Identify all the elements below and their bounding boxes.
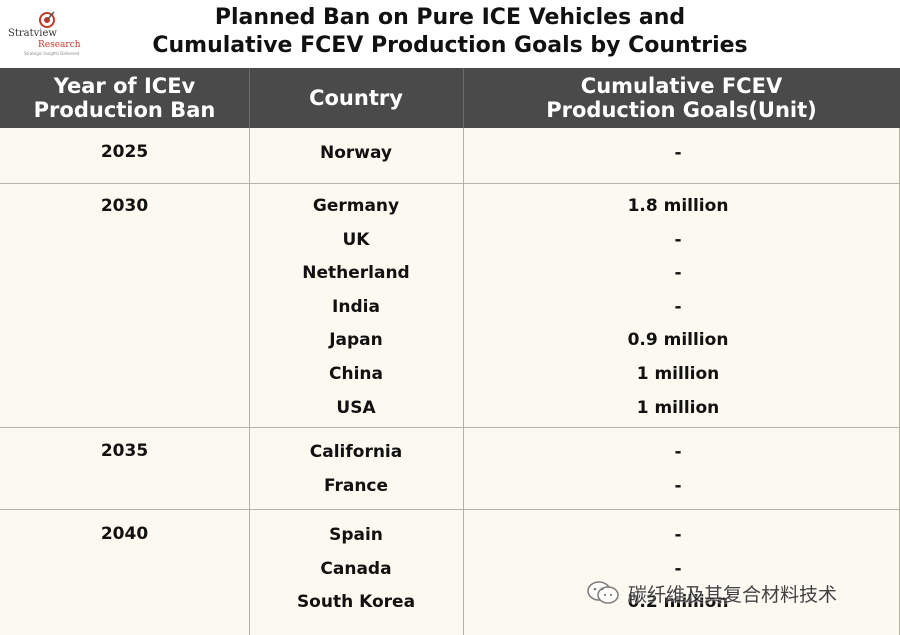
header-country: Country <box>309 86 403 110</box>
title-line-2: Cumulative FCEV Production Goals by Coun… <box>152 33 748 58</box>
header-divider <box>249 68 250 128</box>
country-name: Canada <box>320 558 392 579</box>
header-year-line1: Year of ICEv <box>53 74 196 98</box>
country-name: Netherland <box>302 263 410 284</box>
row-divider <box>0 183 900 184</box>
goal-value: 0.9 million <box>627 330 729 351</box>
target-icon <box>39 11 55 28</box>
header-divider <box>463 68 464 128</box>
logo-subtitle: Research <box>38 40 81 50</box>
country-name: India <box>332 296 380 317</box>
watermark-text: 碳纤维及其复合材料技术 <box>628 583 838 606</box>
header-goals: Cumulative FCEV Production Goals(Unit) <box>463 68 900 128</box>
country-name: Japan <box>329 330 383 351</box>
goal-cell: 1.8 million - - - 0.9 million 1 million … <box>463 190 893 425</box>
header-year-line2: Production Ban <box>33 98 216 122</box>
country-cell: California France <box>249 436 463 503</box>
goal-value: - <box>674 143 682 163</box>
goal-value: 1 million <box>636 397 720 418</box>
table-body: 2025 Norway - 2030 Germany UK Netherland… <box>0 128 900 635</box>
header-year: Year of ICEv Production Ban <box>0 68 249 128</box>
header: Stratview Research Strategic Insights De… <box>0 0 900 68</box>
goal-value: - <box>674 525 682 545</box>
wechat-icon <box>587 581 619 604</box>
table-header: Year of ICEv Production Ban Country Cumu… <box>0 68 900 128</box>
table-row-group: 2025 Norway - <box>0 128 900 183</box>
country-name: UK <box>342 229 370 250</box>
year-cell: 2040 <box>100 524 149 544</box>
goal-cell: - - <box>463 436 893 503</box>
stratview-logo: Stratview Research Strategic Insights De… <box>8 10 88 58</box>
country-name: Norway <box>319 143 393 163</box>
page-title: Planned Ban on Pure ICE Vehicles and Cum… <box>110 4 790 60</box>
title-line-1: Planned Ban on Pure ICE Vehicles and <box>214 5 686 30</box>
country-name: USA <box>336 397 376 418</box>
goal-value: - <box>674 558 682 579</box>
row-divider <box>0 427 900 428</box>
country-cell: Norway <box>249 137 463 171</box>
goal-value: - <box>674 296 682 317</box>
wechat-watermark: 碳纤维及其复合材料技术 <box>586 578 837 608</box>
ice-ban-table: Year of ICEv Production Ban Country Cumu… <box>0 68 900 635</box>
country-name: Spain <box>329 525 383 545</box>
table-row-group: 2030 Germany UK Netherland India Japan C… <box>0 184 900 427</box>
goal-cell: - <box>463 137 893 171</box>
goal-value: 1 million <box>636 363 720 384</box>
year-cell: 2025 <box>100 142 149 162</box>
goal-value: - <box>674 229 682 250</box>
country-cell: Germany UK Netherland India Japan China … <box>249 190 463 425</box>
year-cell: 2030 <box>100 196 149 216</box>
goal-value: 0.2 million <box>627 592 729 613</box>
year-cell: 2035 <box>100 441 149 461</box>
country-name: France <box>323 475 389 496</box>
goal-value: - <box>674 263 682 284</box>
country-name: South Korea <box>296 592 416 613</box>
country-name: Germany <box>312 196 400 216</box>
country-name: China <box>329 363 383 384</box>
goal-value: - <box>674 442 682 462</box>
goal-cell: - - 0.2 million <box>463 519 893 620</box>
country-name: California <box>309 442 403 462</box>
column-divider <box>249 128 250 635</box>
logo-tagline: Strategic Insights Delivered <box>24 51 80 56</box>
goal-value: - <box>674 475 682 496</box>
header-goals-line2: Production Goals(Unit) <box>546 98 817 122</box>
header-goals-line1: Cumulative FCEV <box>580 74 783 98</box>
logo-name: Stratview <box>8 28 57 39</box>
row-divider <box>0 509 900 510</box>
column-divider <box>463 128 464 635</box>
country-cell: Spain Canada South Korea <box>249 519 463 620</box>
table-row-group: 2040 Spain Canada South Korea - - 0.2 mi… <box>0 510 900 635</box>
goal-value: 1.8 million <box>627 196 729 216</box>
table-row-group: 2035 California France - - <box>0 428 900 509</box>
